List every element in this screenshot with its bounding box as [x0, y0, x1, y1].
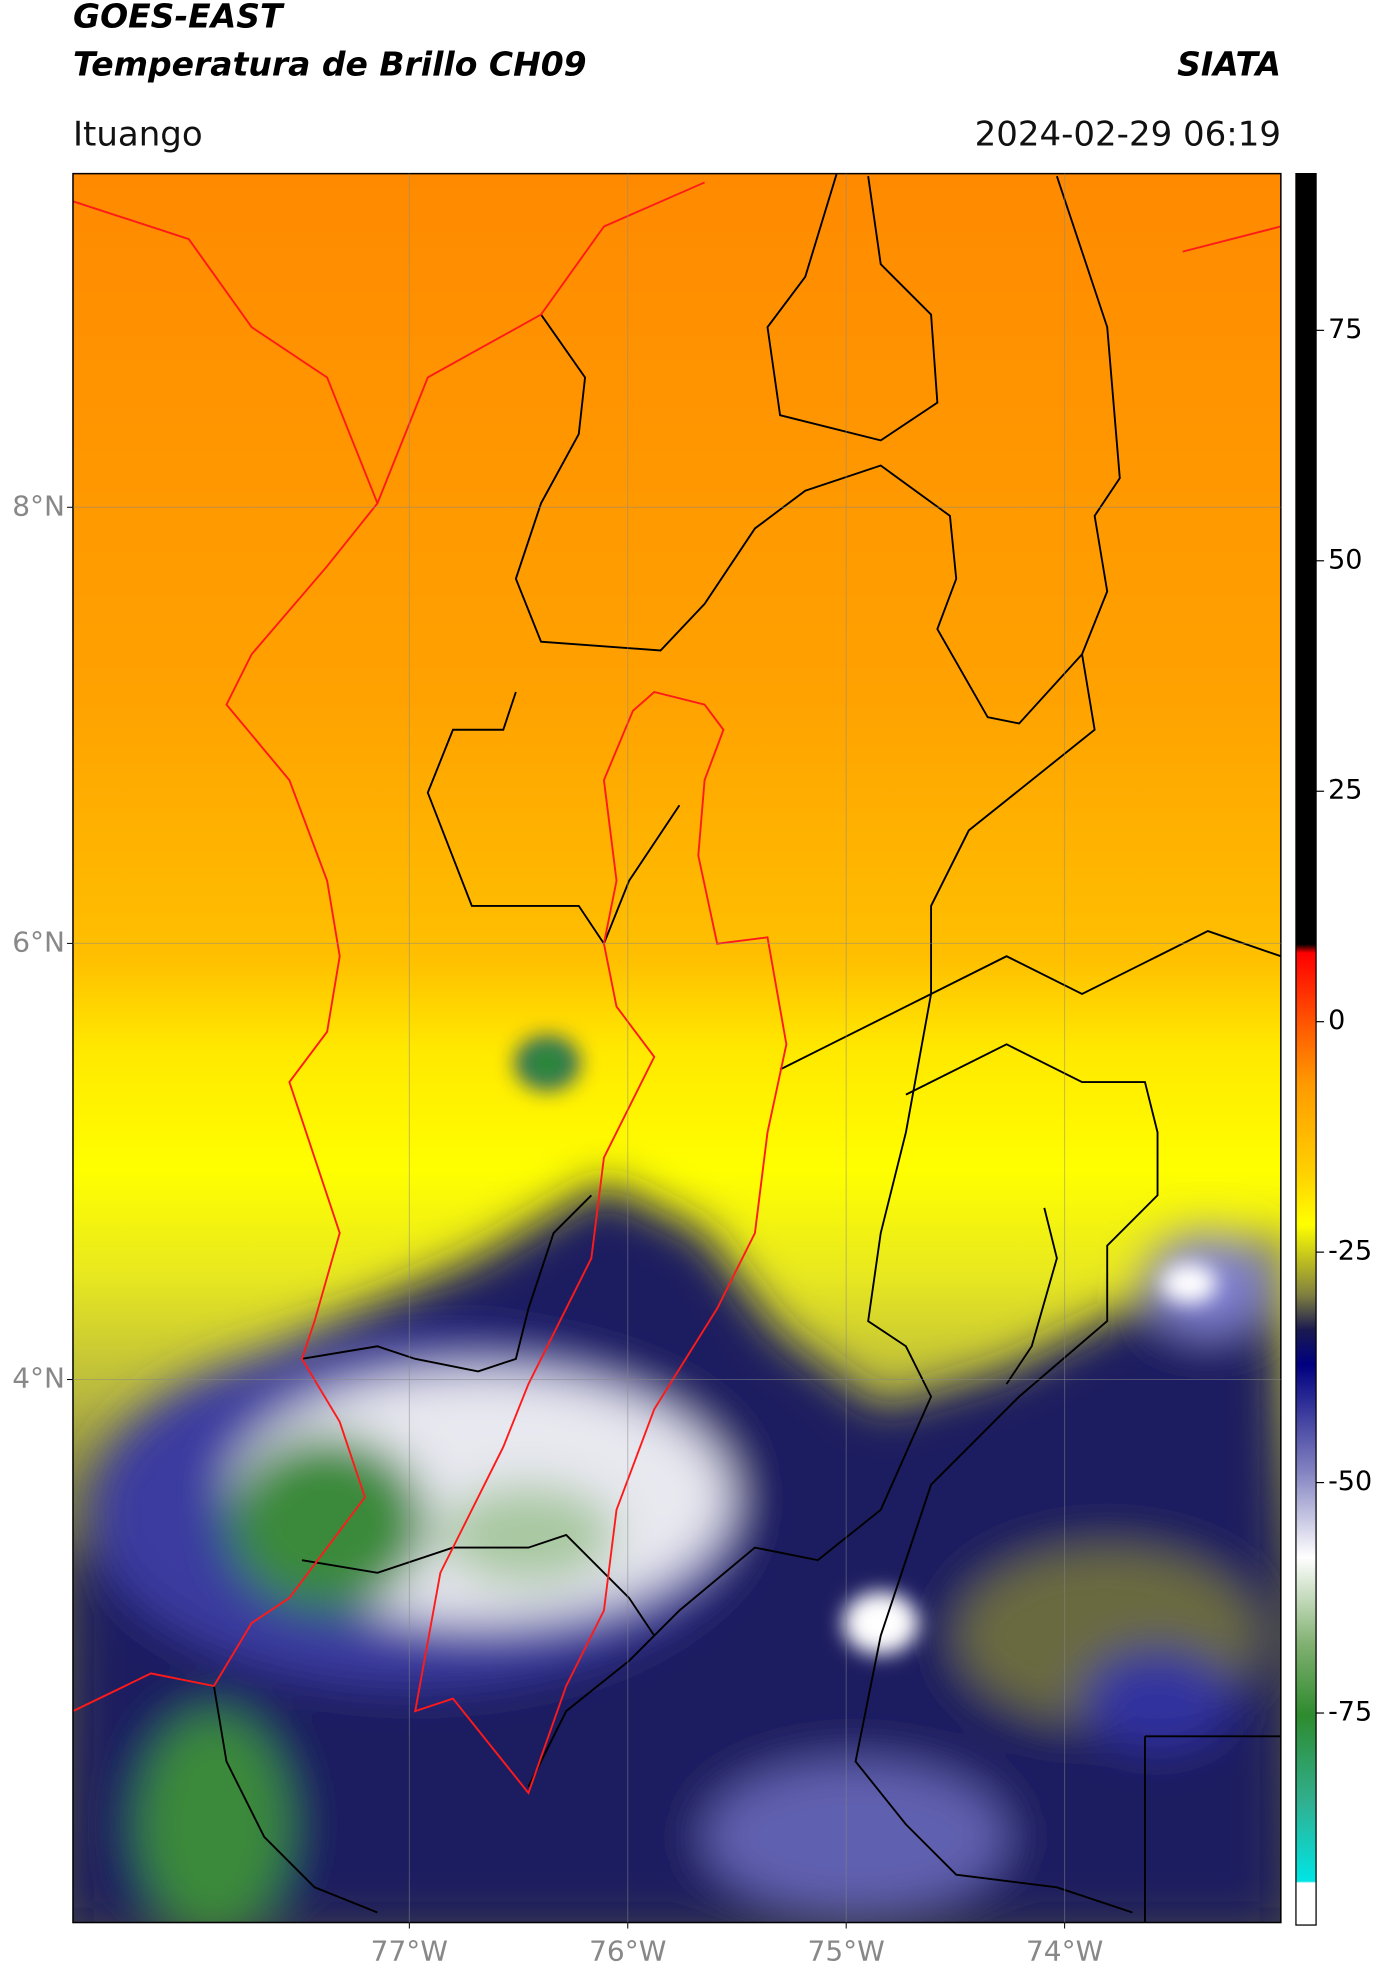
- satellite-title: GOES-EAST: [73, 0, 285, 36]
- colorbar-label: 50: [1328, 544, 1362, 575]
- lat-label: 4°N: [12, 1362, 65, 1395]
- lat-label: 8°N: [12, 489, 65, 522]
- lon-label: 74°W: [1026, 1935, 1103, 1968]
- product-title: Temperatura de Brillo CH09: [73, 45, 587, 84]
- overlay: 77°W 76°W 75°W 74°W 4°N 6°N 8°N -75 -50 -25 0 25 50 7…: [12, 173, 1372, 1968]
- colorbar-label: -25: [1328, 1236, 1372, 1267]
- colorbar-label: -75: [1328, 1697, 1372, 1728]
- map: [72, 172, 1317, 1926]
- lat-label: 6°N: [12, 925, 65, 958]
- map-frame: [72, 172, 1282, 1924]
- colorbar-label: 25: [1328, 775, 1362, 806]
- lon-label: 77°W: [371, 1935, 448, 1968]
- colorbar: [1295, 173, 1317, 1926]
- datetime: 2024-02-29 06:19: [975, 115, 1281, 155]
- colorbar-label: 75: [1328, 314, 1362, 345]
- lon-label: 76°W: [589, 1935, 666, 1968]
- lon-label: 75°W: [808, 1935, 885, 1968]
- location: Ituango: [73, 115, 203, 155]
- map-image: [72, 173, 1281, 1923]
- colorbar-label: 0: [1328, 1005, 1345, 1036]
- colorbar-label: -50: [1328, 1466, 1372, 1497]
- organization: SIATA: [1177, 45, 1281, 84]
